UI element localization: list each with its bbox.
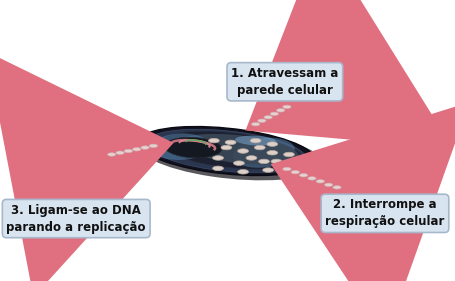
Circle shape [267,151,278,155]
Circle shape [225,140,236,145]
Circle shape [254,145,265,150]
Circle shape [212,166,223,171]
Circle shape [250,138,261,143]
Circle shape [238,169,248,174]
Circle shape [263,168,273,172]
Circle shape [212,156,223,160]
Text: 3. Ligam-se ao DNA
parando a replicação: 3. Ligam-se ao DNA parando a replicação [6,203,146,234]
Ellipse shape [164,137,222,158]
Ellipse shape [233,138,295,168]
Circle shape [333,186,341,189]
Circle shape [308,177,316,180]
Circle shape [270,112,278,115]
Circle shape [208,138,219,143]
Circle shape [246,156,257,160]
Circle shape [258,119,266,123]
Circle shape [271,159,282,164]
Ellipse shape [160,131,302,169]
Circle shape [107,153,116,156]
Text: 2. Interrompe a
respiração celular: 2. Interrompe a respiração celular [325,198,445,228]
Circle shape [124,149,132,153]
Text: 1. Atravessam a
parede celular: 1. Atravessam a parede celular [231,67,339,97]
Circle shape [258,159,269,164]
Circle shape [116,151,124,155]
Circle shape [283,105,291,109]
Circle shape [132,148,141,151]
Ellipse shape [151,133,210,160]
Circle shape [283,152,294,157]
Ellipse shape [235,136,276,146]
Circle shape [233,161,244,166]
Circle shape [221,145,232,150]
Circle shape [324,183,333,187]
Ellipse shape [179,134,299,165]
Ellipse shape [138,126,314,176]
Circle shape [316,180,324,183]
Circle shape [252,123,260,126]
Circle shape [149,144,157,148]
Circle shape [238,149,248,153]
Circle shape [283,167,291,171]
Circle shape [141,146,149,149]
Circle shape [277,109,285,112]
Circle shape [299,174,308,177]
Circle shape [264,115,272,119]
Circle shape [291,170,299,174]
Ellipse shape [138,129,323,180]
Circle shape [267,142,278,146]
Ellipse shape [147,129,307,173]
